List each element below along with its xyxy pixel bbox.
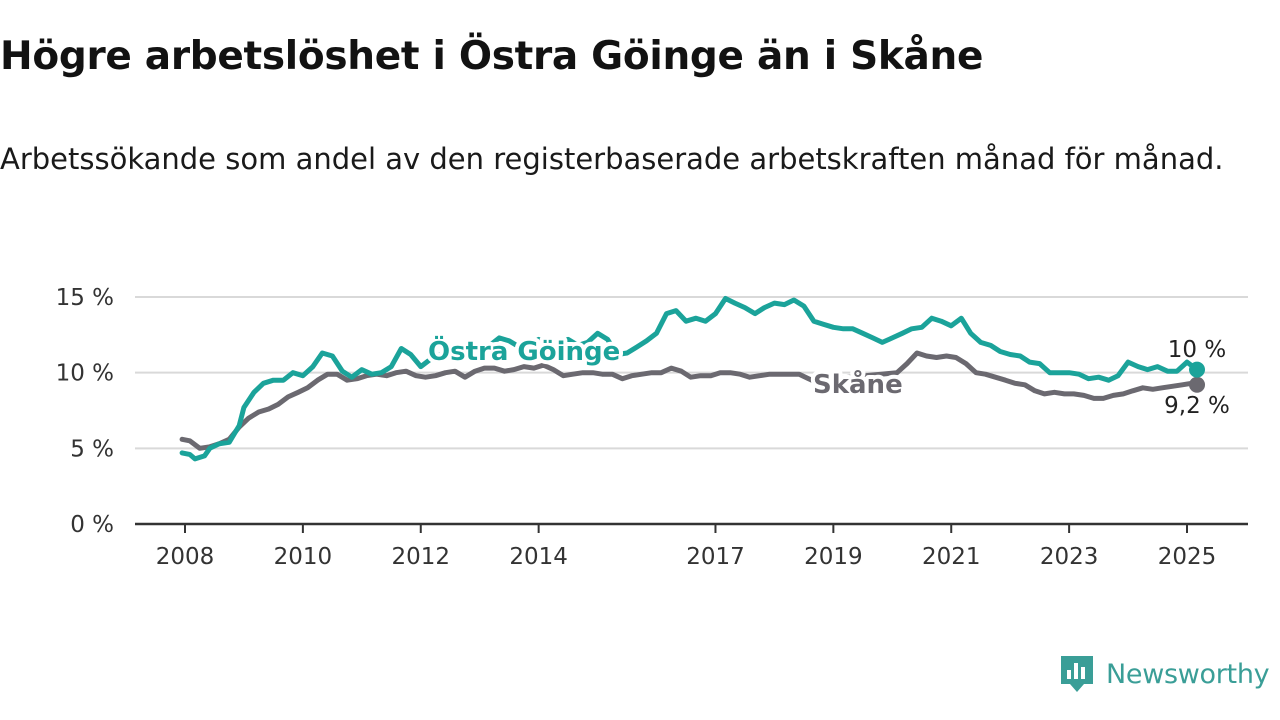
series-label-skane-halo: Skåne: [813, 368, 903, 400]
brand-name: Newsworthy: [1106, 658, 1270, 690]
x-tick-label: 2010: [274, 544, 333, 570]
y-tick-label: 0 %: [70, 512, 114, 538]
series-label-skane: Skåne: [813, 368, 903, 400]
y-tick-label: 15 %: [56, 285, 114, 311]
end-point-skane: [1189, 376, 1206, 393]
x-tick-label: 2012: [391, 544, 450, 570]
end-value-skane: 9,2 %: [1164, 393, 1230, 419]
series-line-ostra-goinge: [179, 296, 1200, 462]
series-label-ostra-goinge: Östra Göinge: [428, 334, 620, 367]
series-line-skane: [179, 350, 1200, 451]
bar-chart-speech-bubble-icon: [1061, 656, 1093, 692]
newsworthy-logo: Newsworthy: [1058, 654, 1270, 694]
x-tick-label: 2008: [156, 544, 215, 570]
line-chart: 0 %5 %10 %15 % 2008 2010 2012 2014 2017 2019 2…: [56, 285, 1248, 570]
x-axis: 2008 2010 2012 2014 2017 2019 2021 2023 2025: [135, 522, 1248, 570]
series-label-ostra-goinge-halo: Östra Göinge: [428, 334, 620, 367]
y-tick-label: 10 %: [56, 361, 114, 387]
chart-title: Högre arbetslöshet i Östra Göinge än i S…: [0, 34, 984, 79]
x-tick-label: 2014: [509, 544, 568, 570]
y-tick-label: 5 %: [70, 436, 114, 462]
y-axis-ticks: 0 % 5 % 10 % 15 %: [56, 285, 114, 538]
x-tick-label: 2023: [1040, 544, 1099, 570]
series-lines: [179, 296, 1206, 462]
x-tick-label: 2019: [804, 544, 863, 570]
x-tick-label: 2025: [1158, 544, 1217, 570]
chart-subtitle: Arbetssökande som andel av den registerb…: [0, 142, 1224, 176]
end-value-ostra-goinge: 10 %: [1168, 337, 1226, 363]
x-tick-label: 2017: [686, 544, 745, 570]
x-tick-label: 2021: [922, 544, 981, 570]
end-point-ostra-goinge: [1189, 361, 1206, 378]
